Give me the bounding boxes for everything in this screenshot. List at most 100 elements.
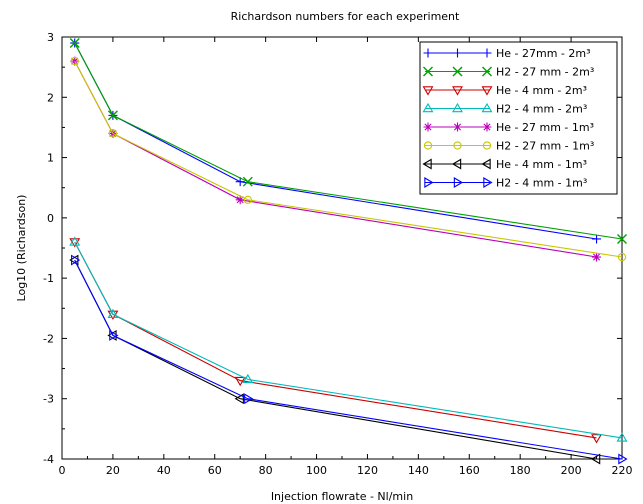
legend-marker: [423, 141, 433, 150]
legend-marker: [422, 158, 432, 170]
data-point: [234, 393, 244, 405]
legend-item: He - 4 mm - 2m³: [422, 84, 587, 97]
series-line: [74, 259, 597, 460]
y-tick-label: -3: [43, 393, 54, 406]
x-tick-label: 80: [259, 464, 273, 477]
legend-item: He - 27mm - 2m³: [423, 47, 591, 60]
legend-marker: [452, 86, 463, 96]
data-point: [617, 233, 627, 244]
series-4: [69, 236, 628, 442]
legend-label: H2 - 27 mm - 2m³: [496, 66, 594, 79]
legend-label: H2 - 4 mm - 2m³: [496, 103, 587, 116]
legend-item: He - 4 mm - 1m³: [422, 158, 587, 171]
series-layer: [69, 38, 628, 465]
series-line: [74, 60, 623, 258]
series-3: [69, 238, 603, 444]
data-point: [618, 453, 628, 465]
legend-marker: [423, 122, 433, 132]
x-tick-label: 160: [459, 464, 480, 477]
legend-label: He - 27mm - 2m³: [496, 47, 591, 60]
series-6: [70, 56, 627, 262]
x-tick-label: 120: [357, 464, 378, 477]
legend-marker: [481, 102, 493, 113]
legend: He - 27mm - 2m³ H2 - 27 mm - 2m³ He - 4 mm…: [419, 41, 618, 195]
legend-marker: [452, 102, 463, 113]
chart-title: Richardson numbers for each experiment: [231, 10, 460, 23]
legend-marker: [453, 122, 462, 132]
series-2: [69, 38, 627, 244]
x-axis-label: Injection flowrate - Nl/min: [271, 490, 413, 503]
legend-item: He - 27 mm - 1m³: [423, 121, 594, 134]
y-axis-label: Log10 (Richardson): [15, 195, 28, 302]
legend-marker: [453, 48, 462, 58]
legend-item: H2 - 4 mm - 1m³: [424, 177, 587, 190]
legend-marker: [482, 48, 492, 58]
series-line: [74, 241, 623, 439]
series-line: [74, 241, 597, 439]
data-point: [592, 252, 602, 262]
data-point: [591, 434, 603, 444]
series-8: [71, 254, 628, 465]
x-tick-label: 40: [157, 464, 171, 477]
legend-marker: [482, 141, 492, 150]
data-point: [70, 56, 79, 66]
legend-marker: [422, 102, 434, 113]
legend-marker: [481, 86, 493, 96]
data-point: [234, 376, 246, 387]
data-point: [108, 129, 118, 138]
data-point: [69, 38, 80, 49]
data-point: [242, 176, 253, 187]
legend-marker: [451, 158, 462, 170]
legend-marker: [483, 177, 493, 188]
x-tick-label: 20: [106, 464, 120, 477]
data-point: [243, 195, 252, 204]
series-line: [74, 42, 623, 240]
legend-marker: [481, 158, 491, 170]
data-point: [69, 236, 81, 246]
legend-label: He - 4 mm - 2m³: [496, 84, 587, 97]
legend-marker: [453, 177, 464, 188]
y-tick-label: -1: [43, 272, 54, 285]
data-point: [242, 373, 254, 384]
data-point: [235, 177, 245, 187]
legend-item: H2 - 27 mm - 2m³: [423, 66, 594, 79]
legend-marker: [453, 141, 462, 150]
y-tick-label: 2: [47, 91, 54, 104]
series-line: [74, 259, 623, 460]
legend-marker: [423, 48, 433, 58]
legend-label: H2 - 27 mm - 1m³: [496, 140, 594, 153]
y-tick-label: -4: [43, 453, 54, 466]
data-point: [107, 308, 119, 319]
x-tick-label: 220: [612, 464, 633, 477]
data-point: [244, 393, 254, 405]
legend-marker: [422, 86, 434, 96]
series-7: [69, 254, 601, 465]
legend-marker: [482, 122, 492, 132]
x-tick-label: 100: [306, 464, 327, 477]
data-point: [107, 110, 118, 121]
x-tick-label: 60: [208, 464, 222, 477]
legend-label: H2 - 4 mm - 1m³: [496, 177, 587, 190]
legend-marker: [424, 177, 434, 188]
data-point: [617, 252, 627, 262]
data-point: [69, 238, 81, 248]
data-point: [592, 234, 602, 244]
legend-item: H2 - 27 mm - 1m³: [423, 140, 594, 153]
legend-marker: [452, 66, 463, 77]
legend-marker: [482, 66, 492, 77]
y-tick-label: -2: [43, 332, 54, 345]
data-point: [71, 254, 81, 266]
x-tick-label: 180: [510, 464, 531, 477]
y-tick-label: 3: [47, 31, 54, 44]
y-tick-label: 0: [47, 212, 54, 225]
legend-marker: [423, 66, 433, 77]
data-point: [616, 432, 628, 442]
data-point: [109, 329, 119, 341]
legend-item: H2 - 4 mm - 2m³: [422, 102, 587, 116]
y-axis-ticks: -4 -3 -2 -1 0 1 2 3: [43, 31, 622, 466]
x-tick-label: 0: [59, 464, 66, 477]
data-point: [590, 453, 601, 465]
x-tick-label: 140: [408, 464, 429, 477]
legend-label: He - 27 mm - 1m³: [496, 121, 594, 134]
